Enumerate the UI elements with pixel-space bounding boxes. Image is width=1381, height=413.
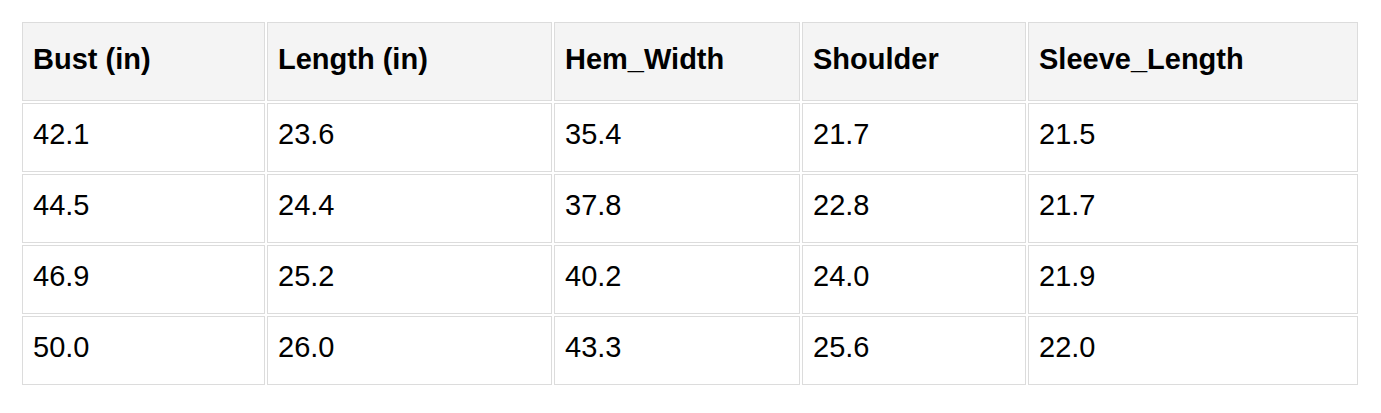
table-cell: 50.0 xyxy=(22,316,265,385)
column-header-sleeve-length: Sleeve_Length xyxy=(1028,22,1358,101)
table-row: 42.1 23.6 35.4 21.7 21.5 xyxy=(22,103,1358,172)
table-cell: 25.2 xyxy=(267,245,552,314)
table-cell: 46.9 xyxy=(22,245,265,314)
table-cell: 21.7 xyxy=(1028,174,1358,243)
table-row: 50.0 26.0 43.3 25.6 22.0 xyxy=(22,316,1358,385)
table-cell: 40.2 xyxy=(554,245,800,314)
table-cell: 37.8 xyxy=(554,174,800,243)
table-cell: 21.9 xyxy=(1028,245,1358,314)
column-header-hem-width: Hem_Width xyxy=(554,22,800,101)
column-header-shoulder: Shoulder xyxy=(802,22,1026,101)
table-cell: 22.0 xyxy=(1028,316,1358,385)
table-row: 44.5 24.4 37.8 22.8 21.7 xyxy=(22,174,1358,243)
table-header-row: Bust (in) Length (in) Hem_Width Shoulder… xyxy=(22,22,1358,101)
table-cell: 43.3 xyxy=(554,316,800,385)
table-cell: 25.6 xyxy=(802,316,1026,385)
table-cell: 24.0 xyxy=(802,245,1026,314)
table-row: 46.9 25.2 40.2 24.0 21.9 xyxy=(22,245,1358,314)
table-cell: 22.8 xyxy=(802,174,1026,243)
page: Bust (in) Length (in) Hem_Width Shoulder… xyxy=(0,0,1381,413)
table-cell: 21.7 xyxy=(802,103,1026,172)
table-cell: 44.5 xyxy=(22,174,265,243)
table-cell: 23.6 xyxy=(267,103,552,172)
table-cell: 26.0 xyxy=(267,316,552,385)
table-cell: 35.4 xyxy=(554,103,800,172)
table-cell: 21.5 xyxy=(1028,103,1358,172)
table-cell: 24.4 xyxy=(267,174,552,243)
column-header-length: Length (in) xyxy=(267,22,552,101)
column-header-bust: Bust (in) xyxy=(22,22,265,101)
table-body: 42.1 23.6 35.4 21.7 21.5 44.5 24.4 37.8 … xyxy=(22,103,1358,385)
measurements-table: Bust (in) Length (in) Hem_Width Shoulder… xyxy=(20,20,1360,387)
table-cell: 42.1 xyxy=(22,103,265,172)
